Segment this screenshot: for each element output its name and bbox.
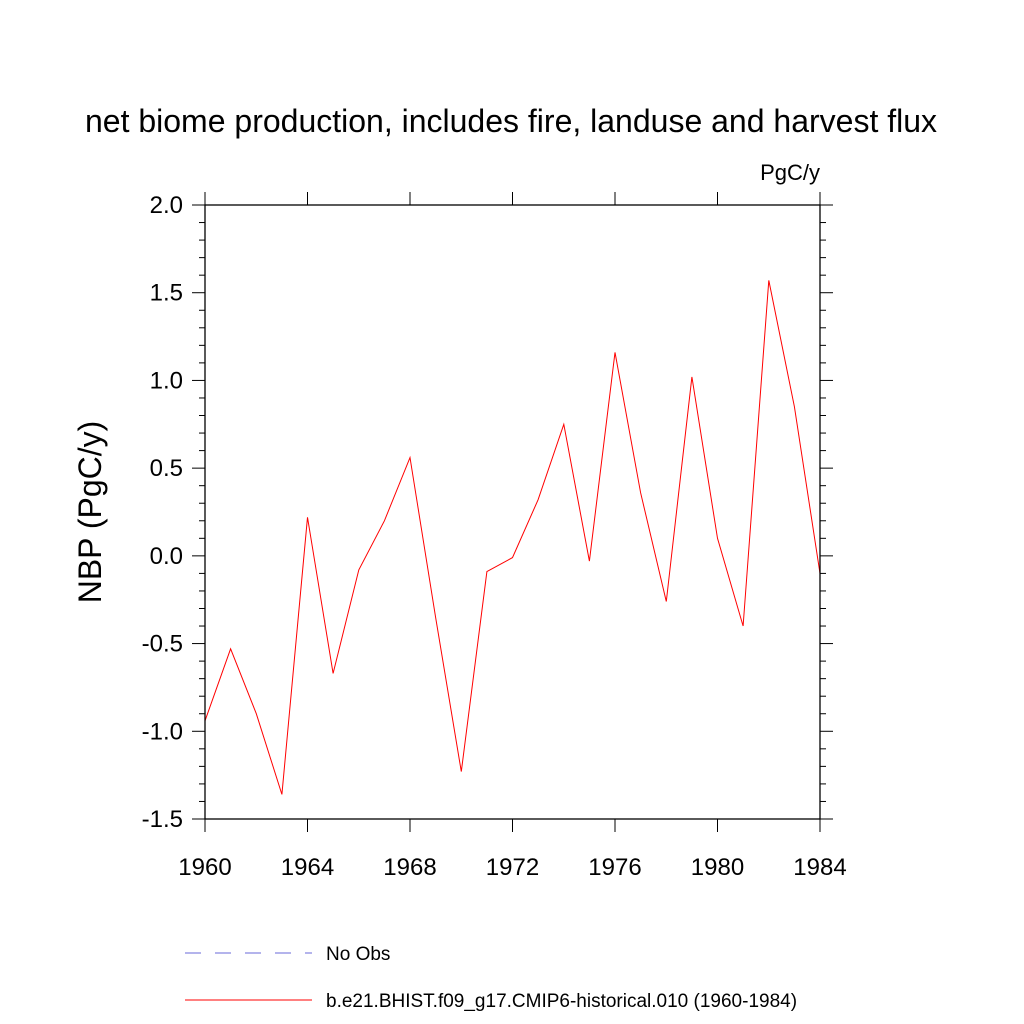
- legend: No Obs b.e21.BHIST.f09_g17.CMIP6-histori…: [185, 944, 797, 1012]
- legend-label-no-obs: No Obs: [326, 944, 390, 965]
- y-tick-labels: -1.5 -1.0 -0.5 0.0 0.5 1.0 1.5 2.0: [142, 192, 183, 833]
- x-tick-label: 1980: [691, 854, 744, 881]
- chart-title: net biome production, includes fire, lan…: [85, 103, 937, 139]
- y-tick-label: -1.0: [142, 718, 183, 745]
- x-tick-label: 1960: [178, 854, 231, 881]
- x-tick-label: 1984: [793, 854, 846, 881]
- x-tick-label: 1968: [383, 854, 436, 881]
- y-tick-label: 0.0: [150, 543, 183, 570]
- x-tick-label: 1976: [588, 854, 641, 881]
- y-tick-label: -1.5: [142, 806, 183, 833]
- y-tick-label: 1.0: [150, 367, 183, 394]
- y-tick-label: 1.5: [150, 280, 183, 307]
- y-tick-label: 2.0: [150, 192, 183, 219]
- x-tick-labels: 1960 1964 1968 1972 1976 1980 1984: [178, 854, 846, 881]
- y-tick-label: 0.5: [150, 455, 183, 482]
- y-tick-label: -0.5: [142, 631, 183, 658]
- units-label: PgC/y: [760, 160, 820, 185]
- y-axis-label: NBP (PgC/y): [72, 421, 108, 604]
- x-tick-label: 1964: [281, 854, 334, 881]
- plot-frame: [204, 204, 821, 820]
- axis-ticks: [192, 192, 833, 832]
- data-series: [204, 280, 821, 795]
- x-tick-label: 1972: [486, 854, 539, 881]
- legend-label-model: b.e21.BHIST.f09_g17.CMIP6-historical.010…: [326, 991, 797, 1012]
- series-line: [204, 280, 821, 795]
